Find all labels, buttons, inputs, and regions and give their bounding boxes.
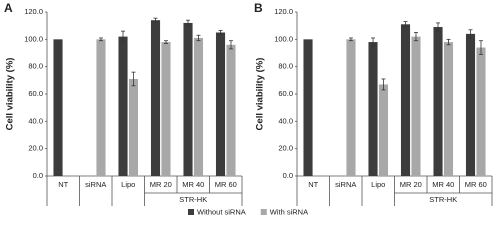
legend-swatch [260, 209, 267, 215]
bar [53, 39, 63, 177]
x-tick-label: Lipo [371, 180, 385, 189]
panel-label: B [254, 1, 263, 15]
y-tick-label: 20.0 [278, 144, 293, 153]
bar [183, 22, 193, 176]
error-bar [186, 19, 191, 27]
y-tick-label: 20.0 [28, 144, 43, 153]
y-axis-label: Cell viability (%) [5, 58, 16, 131]
bar [96, 39, 106, 177]
error-bar [413, 32, 418, 42]
bar [465, 33, 476, 176]
x-tick-label: MR 40 [182, 180, 204, 189]
y-tick-label: 80.0 [28, 62, 43, 71]
x-tick-label: siRNA [335, 180, 356, 189]
error-bar [196, 34, 201, 42]
bar [193, 37, 204, 176]
y-axis-label: Cell viability (%) [255, 58, 266, 131]
bar [226, 44, 236, 176]
x-tick-label: NT [58, 180, 68, 189]
x-tick-label: MR 60 [465, 180, 487, 189]
y-tick-label: 60.0 [278, 89, 293, 98]
bar [161, 42, 171, 176]
x-tick-label: MR 20 [400, 180, 422, 189]
y-tick-label: 120.0 [274, 7, 293, 16]
panel-label: A [4, 1, 13, 15]
error-bar [348, 37, 353, 42]
error-bar [98, 37, 103, 42]
error-bar [478, 40, 483, 55]
bar [128, 78, 139, 176]
y-tick-label: 100.0 [24, 34, 43, 43]
bar [215, 32, 226, 176]
bar [433, 27, 443, 177]
group-label: STR-HK [429, 195, 457, 204]
y-tick-label: 100.0 [274, 34, 293, 43]
y-tick-label: 120.0 [24, 7, 43, 16]
group-label: STR-HK [179, 195, 207, 204]
error-bar [131, 71, 136, 87]
error-bar [436, 22, 441, 32]
bar [118, 36, 128, 176]
bar [400, 24, 411, 176]
error-bar [153, 17, 158, 23]
y-tick-label: 40.0 [28, 116, 43, 125]
legend-label: With siRNA [270, 207, 308, 216]
error-bar [371, 37, 376, 47]
legend-label: Without siRNA [197, 207, 246, 216]
x-tick-label: Lipo [121, 180, 135, 189]
error-bar [403, 21, 408, 28]
error-bar [381, 78, 386, 91]
error-bar [228, 40, 233, 50]
x-tick-label: MR 40 [432, 180, 454, 189]
x-tick-label: siRNA [85, 180, 106, 189]
x-tick-label: MR 20 [150, 180, 172, 189]
y-tick-label: 60.0 [28, 89, 43, 98]
y-tick-label: 40.0 [278, 116, 293, 125]
bar [368, 42, 378, 176]
y-tick-label: 0.0 [33, 171, 43, 180]
bar [411, 36, 421, 176]
bar [476, 47, 486, 177]
bar [346, 39, 356, 177]
figure: A Cell viability (%) 0.0 20.0 40.0 60.0 80.0 10… [4, 1, 493, 216]
x-tick-label: MR 60 [215, 180, 237, 189]
error-bar [446, 38, 451, 46]
legend-swatch [188, 209, 194, 215]
bar [303, 39, 313, 177]
bar [150, 20, 161, 177]
error-bar [218, 30, 223, 35]
error-bar [121, 30, 126, 43]
y-tick-label: 0.0 [283, 171, 293, 180]
bar [443, 42, 454, 176]
error-bar [163, 40, 168, 44]
x-tick-label: NT [308, 180, 318, 189]
error-bar [468, 29, 473, 39]
bar [378, 84, 389, 176]
y-tick-label: 80.0 [278, 62, 293, 71]
